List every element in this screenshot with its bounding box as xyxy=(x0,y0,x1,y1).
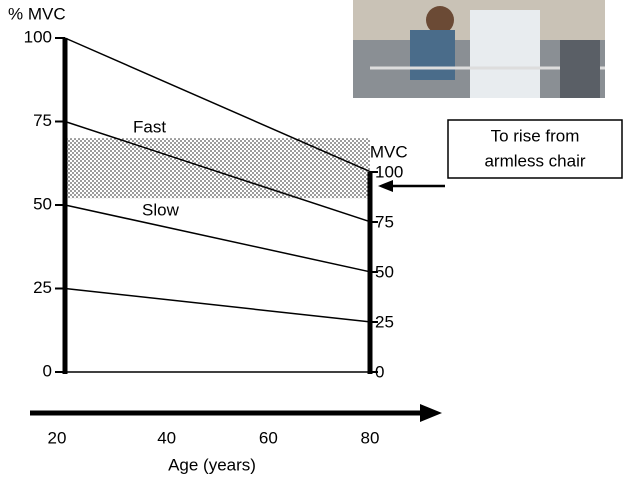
y2-tick-label: 0 xyxy=(375,362,384,381)
y-tick-label: 75 xyxy=(33,111,52,130)
shaded-band xyxy=(65,138,370,198)
y-tick-label: 50 xyxy=(33,194,52,213)
x-tick-label: 60 xyxy=(259,428,278,447)
y2-tick-label: 25 xyxy=(375,312,394,331)
callout-text: To rise from xyxy=(491,126,580,145)
x-tick-label: 40 xyxy=(157,428,176,447)
y2-tick-label: 50 xyxy=(375,262,394,281)
x-axis-arrowhead xyxy=(420,404,442,422)
chart: % MVC % MVC Age (years) 0255075100025507… xyxy=(0,0,626,482)
annotation: Fast xyxy=(133,117,166,136)
x-tick-label: 20 xyxy=(48,428,67,447)
y-tick-label: 0 xyxy=(43,361,52,380)
y2-tick-label: 75 xyxy=(375,212,394,231)
y2-tick-label: 100 xyxy=(375,162,403,181)
y-tick-label: 25 xyxy=(33,278,52,297)
plot: 0 25 50 75 100 0 25 50 75 100 20 40 60 80 Fast Slow xyxy=(24,27,404,447)
line xyxy=(65,205,370,272)
annotation: Slow xyxy=(142,200,180,219)
callout-text: armless chair xyxy=(484,151,585,170)
photo xyxy=(353,0,605,98)
x-tick-label: 80 xyxy=(361,428,380,447)
y-tick-label: 100 xyxy=(24,27,52,46)
line xyxy=(65,289,370,322)
callout-arrowhead xyxy=(378,180,393,192)
y-axis-label: % MVC xyxy=(8,4,66,23)
x-axis-label: Age (years) xyxy=(168,455,256,474)
